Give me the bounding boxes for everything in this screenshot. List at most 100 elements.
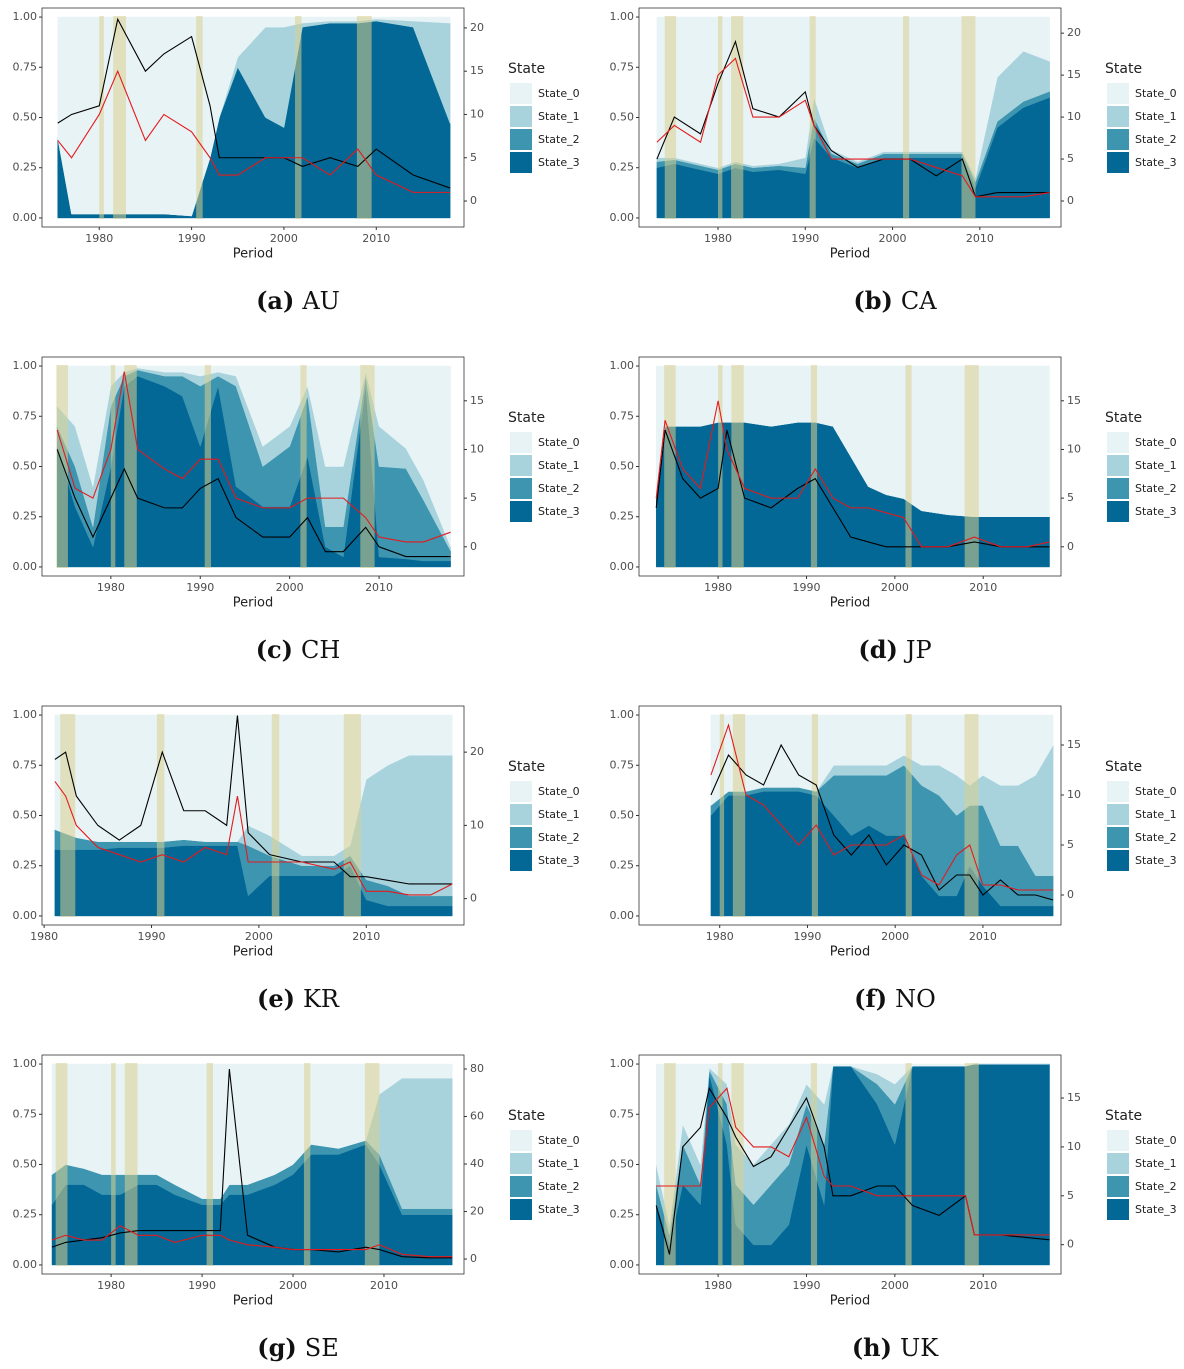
x-axis-title: Period xyxy=(233,596,274,611)
x-tick-label: 1990 xyxy=(138,930,166,943)
rate-line xyxy=(56,371,451,543)
rate-line xyxy=(710,723,1054,891)
y2-tick-label: 5 xyxy=(470,491,477,504)
panel-caption: (f) NO xyxy=(854,984,936,1013)
legend-swatch xyxy=(1107,152,1129,173)
caption-country: JP xyxy=(903,636,932,664)
legend-swatch xyxy=(510,804,532,825)
recession-band xyxy=(55,1063,68,1266)
y-tick-label: 0.75 xyxy=(13,758,38,771)
legend-label: State_2 xyxy=(538,831,580,844)
legend-label: State_3 xyxy=(538,505,580,518)
legend-swatch xyxy=(1107,455,1129,476)
legend-swatch xyxy=(1107,501,1129,522)
y2-tick-label: 20 xyxy=(470,1205,484,1218)
recession-band xyxy=(300,365,307,568)
y-tick-label: 1.00 xyxy=(13,1057,38,1070)
x-axis-title: Period xyxy=(830,945,871,960)
recession-band xyxy=(124,1063,138,1266)
recession-band xyxy=(961,16,976,219)
legend-swatch xyxy=(1107,804,1129,825)
caption-label: (a) xyxy=(256,286,294,315)
legend-swatch xyxy=(1107,1130,1129,1151)
y-tick-label: 0.50 xyxy=(610,809,635,822)
legend-swatch xyxy=(510,501,532,522)
legend-label: State_0 xyxy=(538,785,580,798)
legend-label: State_3 xyxy=(538,156,580,169)
recession-band xyxy=(717,16,723,219)
panel-caption: (g) SE xyxy=(257,1333,338,1362)
y-tick-label: 0.50 xyxy=(610,111,635,124)
y2-tick-label: 10 xyxy=(1067,1140,1081,1153)
x-tick-label: 1990 xyxy=(178,232,206,245)
y2-tick-label: 10 xyxy=(470,442,484,455)
y2-tick-label: 80 xyxy=(470,1062,484,1075)
y-tick-label: 0.25 xyxy=(13,161,38,174)
y2-tick-label: 0 xyxy=(1067,194,1074,207)
x-tick-label: 1990 xyxy=(186,581,214,594)
legend-label: State_1 xyxy=(1135,110,1177,123)
recession-band xyxy=(732,714,746,917)
y-tick-label: 0.25 xyxy=(610,859,635,872)
legend-label: State_0 xyxy=(1135,87,1177,100)
x-axis-title: Period xyxy=(830,596,871,611)
y-tick-label: 0.75 xyxy=(610,60,635,73)
recession-band xyxy=(719,714,725,917)
recession-band xyxy=(811,714,818,917)
y-tick-label: 1.00 xyxy=(610,708,635,721)
y2-tick-label: 0 xyxy=(470,194,477,207)
recession-band xyxy=(113,16,127,219)
y2-tick-label: 0 xyxy=(1067,540,1074,553)
legend-label: State_3 xyxy=(1135,505,1177,518)
y2-tick-label: 15 xyxy=(470,64,484,77)
x-tick-label: 2000 xyxy=(279,1279,307,1292)
panel-caption: (c) CH xyxy=(256,635,341,664)
x-tick-label: 1980 xyxy=(97,581,125,594)
state-area xyxy=(656,16,1050,179)
x-tick-label: 2010 xyxy=(966,232,994,245)
state-area xyxy=(655,365,1050,517)
rate-line xyxy=(56,449,451,558)
x-axis-title: Period xyxy=(830,1294,871,1309)
legend-swatch xyxy=(510,1130,532,1151)
legend-label: State_2 xyxy=(1135,133,1177,146)
legend-swatch xyxy=(1107,827,1129,848)
recession-band xyxy=(124,365,137,568)
y-tick-label: 0.50 xyxy=(13,111,38,124)
y2-tick-label: 15 xyxy=(1067,68,1081,81)
legend-swatch xyxy=(1107,850,1129,871)
y2-tick-label: 15 xyxy=(1067,1091,1081,1104)
y-tick-label: 0.50 xyxy=(610,1158,635,1171)
x-tick-label: 2010 xyxy=(969,930,997,943)
caption-label: (d) xyxy=(858,635,898,664)
y-tick-label: 0.50 xyxy=(610,460,635,473)
rate-line xyxy=(54,781,453,896)
x-tick-label: 2010 xyxy=(370,1279,398,1292)
x-tick-label: 2010 xyxy=(352,930,380,943)
x-axis-title: Period xyxy=(233,1294,274,1309)
y-tick-label: 1.00 xyxy=(13,708,38,721)
legend-label: State_1 xyxy=(538,459,580,472)
panel-caption: (b) CA xyxy=(853,286,937,315)
legend-swatch xyxy=(510,432,532,453)
legend-label: State_1 xyxy=(1135,808,1177,821)
x-tick-label: 2010 xyxy=(365,581,393,594)
legend-swatch xyxy=(510,781,532,802)
y2-tick-label: 15 xyxy=(1067,738,1081,751)
rate-line xyxy=(54,715,453,885)
recession-band xyxy=(343,714,361,917)
y-tick-label: 0.00 xyxy=(610,211,635,224)
y-tick-label: 0.00 xyxy=(13,1258,38,1271)
x-tick-label: 1990 xyxy=(793,930,821,943)
x-tick-label: 1990 xyxy=(188,1279,216,1292)
legend-label: State_1 xyxy=(1135,459,1177,472)
recession-band xyxy=(664,365,676,568)
recession-band xyxy=(295,16,302,219)
legend-title: State xyxy=(508,410,545,426)
recession-band xyxy=(718,365,723,568)
legend-title: State xyxy=(1105,410,1142,426)
state-area xyxy=(57,16,451,217)
y-tick-label: 0.75 xyxy=(610,409,635,422)
rate-line xyxy=(655,400,1050,548)
